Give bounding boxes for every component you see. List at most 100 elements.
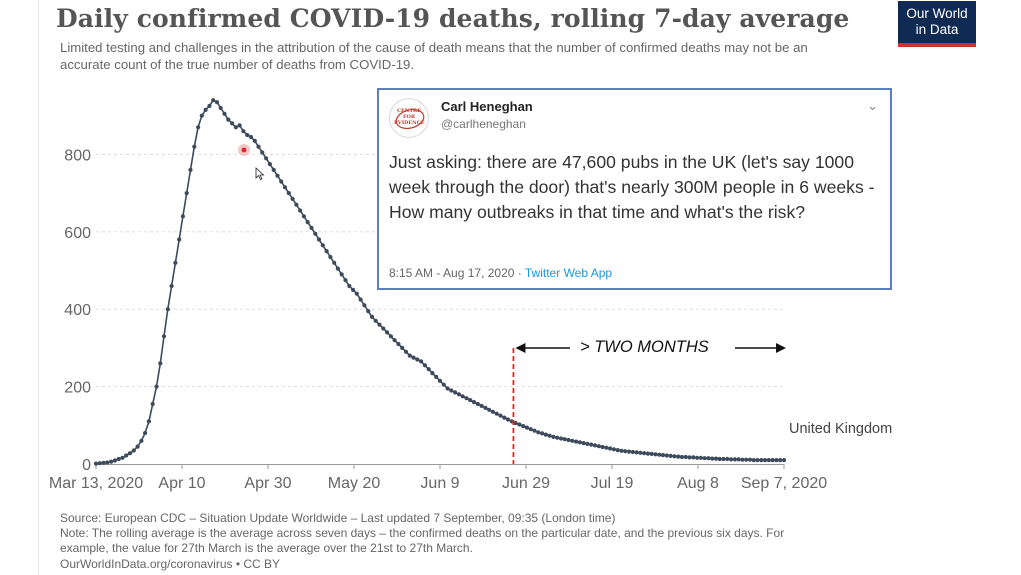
tweet-author-handle[interactable]: @carlheneghan (441, 117, 526, 131)
owid-logo[interactable]: Our World in Data (898, 1, 976, 47)
data-point-74 (373, 318, 378, 323)
data-point-58 (313, 231, 318, 236)
chevron-down-icon[interactable]: ⌄ (867, 98, 878, 113)
data-point-135 (604, 445, 609, 450)
logo-line-1: Our World (906, 6, 968, 21)
data-point-1 (97, 461, 102, 466)
data-point-36 (230, 121, 235, 126)
footer-note-line-2: example, the value for 27th March is the… (60, 541, 473, 556)
data-point-145 (642, 451, 647, 456)
data-point-54 (298, 208, 303, 213)
data-point-97 (460, 394, 465, 399)
tweet-source-app[interactable]: Twitter Web App (524, 266, 613, 280)
data-point-143 (634, 450, 639, 455)
data-point-5 (112, 458, 117, 463)
data-point-47 (271, 167, 276, 172)
data-point-30 (207, 103, 212, 109)
data-point-0 (93, 461, 99, 466)
data-point-131 (589, 442, 594, 447)
y-tick-label-200: 200 (64, 380, 91, 397)
data-point-164 (713, 456, 719, 461)
data-point-127 (574, 439, 579, 444)
data-point-68 (351, 287, 356, 292)
data-point-62 (328, 254, 333, 260)
data-point-118 (540, 431, 545, 436)
data-point-151 (664, 453, 669, 458)
x-tick-label-3: May 20 (328, 475, 381, 492)
data-point-124 (562, 437, 567, 442)
x-tick-label-6: Jul 19 (591, 475, 634, 492)
data-point-91 (437, 378, 443, 383)
data-point-112 (517, 422, 522, 427)
data-point-53 (294, 202, 299, 207)
data-point-126 (570, 438, 575, 443)
data-point-155 (679, 454, 685, 460)
hover-dot (241, 147, 247, 153)
data-point-56 (305, 220, 310, 225)
data-point-165 (717, 456, 722, 462)
data-point-21 (173, 260, 178, 265)
data-point-84 (411, 355, 416, 360)
data-point-114 (524, 425, 530, 430)
data-point-79 (392, 338, 397, 343)
data-point-8 (124, 453, 129, 458)
embedded-tweet[interactable]: CENTRE FOR EVIDENCE Carl Heneghan @carlh… (377, 88, 892, 290)
data-point-7 (120, 455, 125, 460)
data-point-168 (729, 457, 734, 462)
data-point-160 (698, 455, 703, 460)
data-point-28 (199, 113, 204, 118)
chart-title: Daily confirmed COVID-19 deaths, rolling… (56, 4, 850, 33)
series-label: United Kingdom (789, 421, 892, 437)
data-point-49 (279, 179, 284, 184)
data-point-174 (751, 458, 756, 463)
data-point-128 (577, 440, 583, 445)
tweet-author-name[interactable]: Carl Heneghan (441, 99, 533, 114)
data-point-179 (770, 458, 775, 463)
data-point-22 (177, 237, 182, 242)
data-point-60 (320, 243, 325, 248)
arrow-left-icon (515, 343, 526, 353)
data-point-120 (547, 433, 552, 438)
data-point-87 (422, 363, 427, 368)
data-point-6 (116, 456, 121, 462)
data-point-35 (226, 117, 231, 122)
data-point-4 (109, 459, 114, 464)
data-point-59 (316, 237, 322, 242)
data-point-111 (513, 420, 518, 426)
data-point-42 (252, 138, 257, 143)
data-point-25 (188, 167, 193, 172)
data-point-78 (388, 334, 393, 339)
data-point-122 (555, 435, 560, 440)
data-point-81 (400, 345, 405, 350)
tweet-timestamp[interactable]: 8:15 AM - Aug 17, 2020 (389, 266, 515, 280)
data-point-95 (453, 390, 458, 395)
data-point-15 (150, 401, 155, 407)
data-point-11 (135, 444, 140, 449)
avatar[interactable]: CENTRE FOR EVIDENCE (389, 98, 429, 138)
tweet-meta: 8:15 AM - Aug 17, 2020 · Twitter Web App (389, 266, 612, 280)
data-point-109 (505, 417, 511, 422)
data-point-144 (638, 450, 643, 455)
data-point-66 (343, 278, 348, 283)
data-point-55 (301, 214, 306, 219)
data-point-39 (241, 129, 246, 134)
data-point-80 (396, 341, 401, 347)
data-point-73 (369, 314, 375, 319)
data-point-29 (203, 107, 208, 112)
data-point-27 (196, 125, 201, 130)
x-tick-label-1: Apr 10 (158, 475, 205, 492)
data-point-173 (747, 457, 753, 462)
data-point-162 (706, 456, 711, 461)
data-point-77 (385, 330, 390, 335)
data-point-32 (214, 100, 220, 105)
data-point-34 (222, 111, 227, 116)
cursor-icon (255, 167, 265, 181)
data-point-33 (218, 105, 223, 111)
footer-credit[interactable]: OurWorldInData.org/coronavirus • CC BY (60, 556, 281, 571)
x-tick-label-0: Mar 13, 2020 (49, 475, 143, 492)
data-point-38 (237, 123, 242, 128)
logo-line-2: in Data (915, 22, 959, 37)
data-point-101 (475, 401, 480, 407)
data-point-31 (211, 98, 216, 103)
cebm-logo-icon (395, 108, 425, 130)
